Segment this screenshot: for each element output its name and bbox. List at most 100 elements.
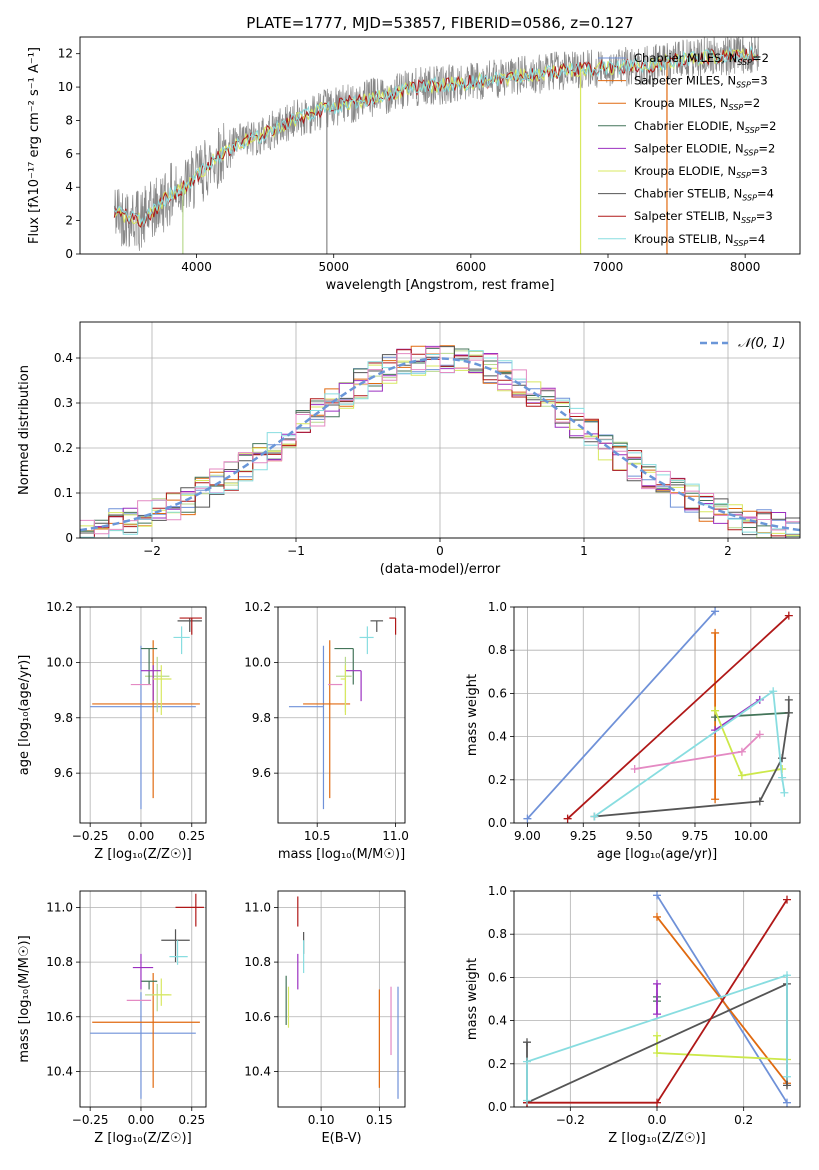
weight-line bbox=[593, 689, 786, 818]
weight-marker bbox=[711, 706, 720, 715]
weight-marker bbox=[783, 895, 791, 904]
panel-residuals: −2 −1 0 1 2 0 0.1 0.2 0.3 0.4 (data-model)/error No… bbox=[17, 321, 801, 577]
weight-marker bbox=[590, 812, 599, 821]
weight-marker bbox=[653, 1049, 661, 1057]
x-tick-label: 11.0 bbox=[382, 829, 409, 843]
y-tick-label: 0.1 bbox=[54, 486, 73, 500]
x-axis-label: E(B-V) bbox=[321, 1131, 361, 1146]
axes-frame bbox=[513, 890, 801, 1108]
axes-frame bbox=[79, 890, 207, 1108]
legend-label: Chabrier MILES, NSSP=2 bbox=[634, 51, 769, 67]
axes-frame bbox=[79, 36, 801, 255]
x-tick-label: −0.25 bbox=[72, 1113, 109, 1127]
weight-marker bbox=[711, 628, 720, 637]
x-tick-label: 2 bbox=[724, 544, 732, 558]
weight-marker bbox=[653, 1031, 661, 1040]
y-tick-label: 0.8 bbox=[488, 643, 507, 657]
ticks: 0.10 0.15 10.4 10.6 10.8 11.0 bbox=[244, 900, 392, 1127]
y-axis-label: age [log₁₀(age/yr)] bbox=[17, 655, 32, 776]
y-tick-label: 10.8 bbox=[46, 955, 73, 969]
legend: 𝒩(0, 1) bbox=[700, 336, 785, 351]
weight-marker bbox=[783, 1072, 791, 1081]
plot-area bbox=[90, 617, 202, 810]
axes-frame bbox=[277, 606, 406, 824]
x-tick-label: 9.50 bbox=[626, 829, 653, 843]
x-tick-label: 0 bbox=[436, 544, 444, 558]
weight-marker bbox=[523, 1057, 531, 1066]
panel-spectrum: 4000 5000 6000 7000 8000 0 2 4 6 8 10 12 wavelength … bbox=[27, 36, 801, 293]
x-tick-label: 10.00 bbox=[734, 829, 768, 843]
x-tick-label: 0.10 bbox=[308, 1113, 335, 1127]
grid bbox=[80, 606, 206, 823]
y-tick-label: 8 bbox=[65, 113, 73, 127]
x-tick-label: 4000 bbox=[181, 260, 212, 274]
x-tick-label: 8000 bbox=[730, 260, 761, 274]
ticks: −0.2 0.0 0.2 0.0 0.2 0.4 0.6 0.8 1.0 bbox=[488, 884, 753, 1127]
x-tick-label: 9.00 bbox=[514, 829, 541, 843]
weight-line bbox=[526, 973, 788, 1101]
x-tick-label: 5000 bbox=[318, 260, 349, 274]
legend-label: Salpeter STELIB, NSSP=3 bbox=[634, 209, 773, 225]
legend: Chabrier MILES, NSSP=2 Salpeter MILES, NS… bbox=[598, 51, 776, 248]
model-spectrum bbox=[113, 48, 759, 228]
y-tick-label: 0.2 bbox=[488, 773, 507, 787]
legend-label: Chabrier ELODIE, NSSP=2 bbox=[634, 119, 776, 135]
grid bbox=[278, 606, 405, 823]
panel-mass_vs_ebv: 0.10 0.15 10.4 10.6 10.8 11.0 E(B-V) bbox=[244, 890, 406, 1146]
normal-curve bbox=[80, 357, 800, 532]
x-tick-label: 0.0 bbox=[647, 1113, 666, 1127]
panel-age_vs_mass: 10.5 11.0 9.6 9.8 10.0 10.2 mass [log₁₀(M/M☉)] bbox=[244, 600, 409, 862]
y-tick-label: 10.0 bbox=[46, 655, 73, 669]
y-tick-label: 10 bbox=[58, 80, 73, 94]
weight-marker bbox=[653, 912, 661, 921]
weight-marker bbox=[780, 788, 789, 797]
y-tick-label: 11.0 bbox=[46, 900, 73, 914]
legend-label: Kroupa MILES, NSSP=2 bbox=[634, 96, 760, 112]
weight-marker bbox=[783, 1098, 791, 1107]
weight-marker bbox=[630, 765, 639, 773]
axes-frame bbox=[277, 890, 406, 1108]
x-tick-label: 0.15 bbox=[366, 1113, 393, 1127]
y-tick-label: 1.0 bbox=[488, 884, 507, 898]
y-tick-label: 0.2 bbox=[488, 1057, 507, 1071]
weight-marker bbox=[783, 1081, 791, 1090]
y-tick-label: 0.2 bbox=[54, 441, 73, 455]
weight-marker bbox=[653, 1010, 661, 1019]
weight-marker bbox=[653, 979, 661, 988]
y-tick-label: 0.6 bbox=[488, 970, 507, 984]
plot-area bbox=[285, 896, 399, 1099]
y-axis-label: mass weight bbox=[465, 958, 480, 1040]
plot-area bbox=[80, 345, 800, 538]
x-tick-label: 0.2 bbox=[734, 1113, 753, 1127]
x-axis-label: (data-model)/error bbox=[380, 562, 501, 577]
axes-frame bbox=[79, 321, 801, 539]
plot-area bbox=[113, 37, 759, 254]
x-tick-label: −2 bbox=[143, 544, 161, 558]
x-tick-label: 0.25 bbox=[178, 829, 205, 843]
y-tick-label: 10.6 bbox=[244, 1010, 271, 1024]
y-tick-label: 4 bbox=[65, 180, 73, 194]
x-tick-label: 9.25 bbox=[570, 829, 597, 843]
plot-area bbox=[523, 607, 793, 823]
grid bbox=[278, 891, 405, 1107]
plot-area bbox=[90, 893, 204, 1099]
x-tick-label: 0.00 bbox=[128, 829, 155, 843]
ticks: −0.25 0.00 0.25 9.6 9.8 10.0 10.2 bbox=[46, 600, 205, 843]
y-tick-label: 0.4 bbox=[54, 351, 73, 365]
x-tick-label: −1 bbox=[287, 544, 305, 558]
plot-area bbox=[288, 617, 397, 810]
weight-marker bbox=[563, 814, 572, 823]
y-tick-label: 0.0 bbox=[488, 816, 507, 830]
y-axis-label: mass [log₁₀(M/M☉)] bbox=[17, 935, 32, 1062]
y-tick-label: 10.8 bbox=[244, 955, 271, 969]
x-tick-label: 9.75 bbox=[682, 829, 709, 843]
y-tick-label: 0.8 bbox=[488, 927, 507, 941]
legend-label: Salpeter MILES, NSSP=3 bbox=[634, 74, 768, 90]
x-tick-label: −0.2 bbox=[556, 1113, 585, 1127]
weight-line bbox=[714, 710, 783, 777]
y-tick-label: 0.0 bbox=[488, 1100, 507, 1114]
y-axis-label: Flux [fλ10⁻¹⁷ erg cm⁻² s⁻¹ A⁻¹] bbox=[27, 47, 42, 244]
weight-marker bbox=[523, 1096, 531, 1105]
observed-spectrum bbox=[113, 37, 759, 251]
x-axis-label: Z [log₁₀(Z/Z☉)] bbox=[94, 847, 191, 862]
